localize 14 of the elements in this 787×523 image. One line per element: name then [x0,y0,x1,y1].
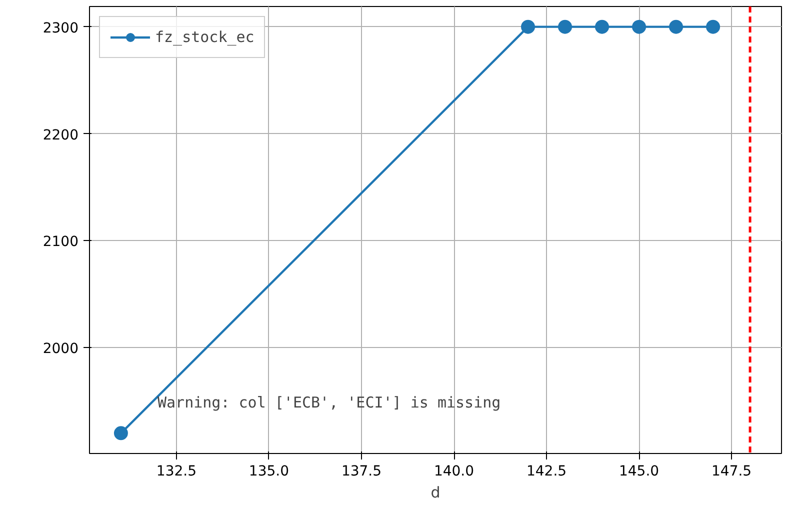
annotation: Warning: col ['ECB', 'ECI'] is missing [158,394,501,412]
legend-label: fz_stock_ec [155,28,254,46]
x-tick-label: 135.0 [248,464,290,480]
y-tick-label: 2200 [42,127,79,144]
y-tick-label: 2100 [42,234,79,250]
x-tick-label: 137.5 [341,464,382,480]
y-tick-label: 2300 [42,20,79,36]
x-axis-title: d [430,484,440,502]
y-tick-label: 2000 [42,341,79,358]
x-tick-label: 140.0 [434,464,474,480]
x-tick-label: 147.5 [712,464,752,480]
x-tick-label: 132.5 [156,464,197,480]
x-tick-label: 145.0 [618,464,660,480]
x-tick-label: 142.5 [526,464,567,480]
